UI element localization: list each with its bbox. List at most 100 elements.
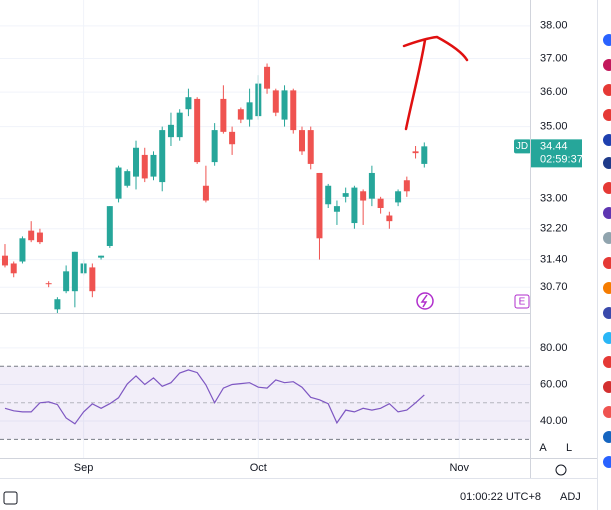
y-tick-label: 40.00 <box>540 415 568 427</box>
candle-body <box>141 154 148 179</box>
icon[interactable] <box>603 381 611 393</box>
candle-body <box>124 171 131 186</box>
drawn-arrow <box>402 35 469 131</box>
icon[interactable] <box>603 282 611 294</box>
icon[interactable] <box>603 34 611 46</box>
candle-body <box>54 299 61 310</box>
candle-body <box>194 98 201 163</box>
rsi-line <box>4 369 425 425</box>
earnings-icon[interactable] <box>514 294 530 309</box>
lightning-bolt <box>420 294 428 308</box>
y-tick-label: 35.00 <box>540 120 568 132</box>
auto-scale-button[interactable]: A <box>539 442 547 454</box>
candle-body <box>264 66 271 89</box>
candle-body <box>19 238 26 262</box>
y-tick-label: 33.00 <box>540 193 568 205</box>
candle-body <box>325 185 332 205</box>
log-scale-button[interactable]: L <box>566 442 572 454</box>
candle-body <box>386 215 393 222</box>
icon[interactable] <box>603 134 611 146</box>
icon[interactable] <box>603 257 611 269</box>
candle-body <box>63 271 70 292</box>
icon[interactable] <box>603 431 611 443</box>
candle-body <box>351 187 358 224</box>
calendar-icon[interactable] <box>3 491 18 505</box>
candle-body <box>36 232 43 243</box>
last-price-box <box>531 139 582 168</box>
candle-body <box>10 263 17 274</box>
y-tick-label: 38.00 <box>540 20 568 32</box>
candle-body <box>115 167 122 199</box>
candle-body <box>403 180 410 192</box>
candle-body <box>220 98 227 132</box>
settings-icon[interactable] <box>555 464 567 476</box>
x-tick-label: Nov <box>449 462 469 474</box>
candle-body <box>202 185 209 201</box>
icon[interactable] <box>603 332 611 344</box>
candle-body <box>281 90 288 120</box>
candle-body <box>237 109 244 120</box>
candle-body <box>89 267 96 292</box>
last-price-label: 34.44 <box>540 140 568 152</box>
symbol-label: JD <box>516 141 528 152</box>
candle-body <box>421 146 428 164</box>
y-tick-label: 60.00 <box>540 378 568 390</box>
candle-body <box>229 131 236 145</box>
y-tick-label: 37.00 <box>540 52 568 64</box>
watchlist-icons <box>603 34 611 468</box>
candle-body <box>368 172 375 199</box>
candle-body <box>290 90 297 131</box>
adjust-button[interactable]: ADJ <box>560 491 581 503</box>
candle-body <box>377 198 384 208</box>
candle-body <box>246 102 253 120</box>
x-tick-label: Oct <box>250 462 267 474</box>
countdown-label: 02:59:37 <box>540 153 583 165</box>
candle-body <box>71 251 78 292</box>
y-tick-label: 36.00 <box>540 86 568 98</box>
candle-body <box>45 283 52 285</box>
icon[interactable] <box>603 307 611 319</box>
candle-body <box>150 154 157 177</box>
candle-body <box>272 90 279 113</box>
y-tick-label: 31.40 <box>540 253 568 265</box>
candle-body <box>176 112 183 138</box>
candle-body <box>98 255 105 258</box>
candle-body <box>333 206 340 212</box>
symbol-tag <box>514 139 531 154</box>
candle-body <box>185 97 192 110</box>
icon[interactable] <box>603 59 611 71</box>
candle-body <box>133 147 140 177</box>
icon[interactable] <box>603 207 611 219</box>
candle-body <box>159 130 166 183</box>
icon[interactable] <box>603 356 611 368</box>
candle-body <box>412 151 419 154</box>
candle-body <box>1 255 8 266</box>
clock: 01:00:22 UTC+8 <box>460 491 541 503</box>
icon[interactable] <box>603 182 611 194</box>
icon[interactable] <box>603 157 611 169</box>
candle-body <box>395 191 402 203</box>
y-tick-label: 80.00 <box>540 342 568 354</box>
icon[interactable] <box>603 84 611 96</box>
icon[interactable] <box>603 406 611 418</box>
candle-body <box>211 130 218 163</box>
candle-body <box>360 191 367 201</box>
candle-body <box>342 193 349 197</box>
candle-body <box>167 124 174 138</box>
icon[interactable] <box>603 232 611 244</box>
chart-layers: 38.00 37.00 36.00 35.00 33.00 32.20 31.40 30.70… <box>0 0 583 474</box>
candle-body <box>106 206 113 246</box>
icon[interactable] <box>603 456 611 468</box>
candle-body <box>307 130 314 164</box>
x-tick-label: Sep <box>74 462 94 474</box>
candle-body <box>316 172 323 239</box>
y-tick-label: 30.70 <box>540 281 568 293</box>
icon[interactable] <box>603 109 611 121</box>
candle-body <box>298 130 305 152</box>
lightning-icon[interactable] <box>416 292 434 310</box>
candle-body <box>28 230 35 241</box>
y-tick-label: 32.20 <box>540 223 568 235</box>
earnings-label: E <box>519 297 526 308</box>
